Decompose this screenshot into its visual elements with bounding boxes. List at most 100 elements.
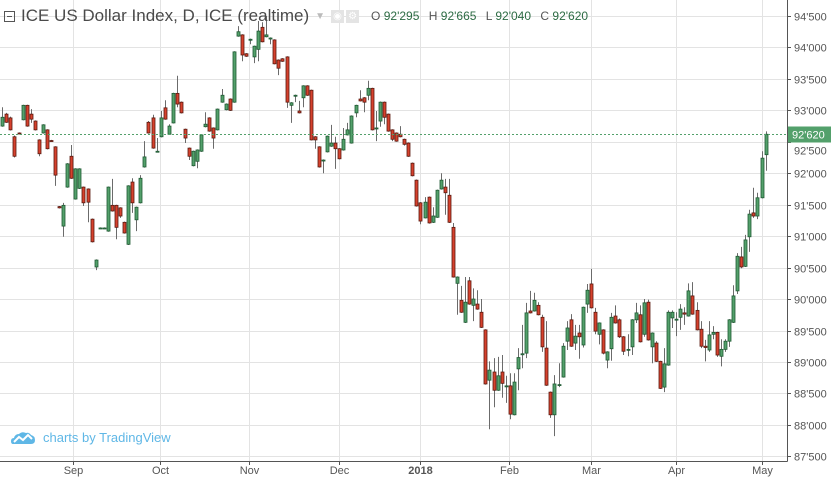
candle-down	[8, 116, 13, 131]
candle-down	[110, 178, 115, 212]
chevron-down-icon[interactable]: ▼	[315, 10, 326, 22]
candle-body	[362, 97, 367, 103]
candle-body	[743, 239, 748, 267]
candle-body	[682, 312, 687, 315]
candle-body	[739, 256, 744, 268]
candle-up	[203, 112, 208, 128]
price-axis[interactable]: 94'500 94'000 93'500 93'000 92'500 92'000 91'5…	[787, 12, 827, 464]
candle-up	[662, 348, 667, 393]
candle-body	[577, 332, 582, 338]
candle-body	[370, 87, 375, 131]
candle-up	[516, 348, 521, 391]
candle-up	[565, 321, 570, 350]
ohlc-values: O 92'295 H 92'665 L 92'040 C 92'620	[371, 9, 594, 23]
time-axis[interactable]: Sep Oct Nov Dec 2018 Feb Mar Apr May	[64, 461, 774, 477]
close-label: C	[540, 9, 550, 23]
candle-up	[678, 304, 683, 330]
candle-up	[561, 343, 566, 378]
candle-body	[94, 259, 99, 268]
candle-body	[670, 311, 675, 319]
candle-down	[12, 135, 17, 158]
candle-body	[439, 179, 444, 190]
candle-body	[211, 127, 216, 139]
candle-down	[699, 321, 704, 349]
candle-body	[122, 221, 127, 234]
candle-body	[500, 371, 505, 384]
candle-up	[487, 361, 492, 430]
candle-down	[427, 196, 432, 224]
candle-body	[45, 129, 50, 150]
candle-down	[260, 22, 265, 43]
candle-body	[520, 353, 525, 356]
low-label: L	[485, 9, 493, 23]
candle-up	[435, 189, 440, 218]
candle-body	[589, 283, 594, 309]
chart-legend: ICE US Dollar Index, D, ICE (realtime) ▼…	[4, 6, 594, 26]
candle-body	[159, 117, 164, 138]
candle-up	[711, 326, 716, 340]
candle-body	[760, 157, 765, 199]
candle-down	[362, 97, 367, 113]
candle-body	[427, 196, 432, 224]
candle-down	[751, 187, 756, 218]
candle-down	[394, 132, 399, 142]
candle-body	[280, 58, 285, 62]
candle-up	[232, 51, 237, 103]
visibility-icon[interactable]: ◉	[331, 9, 345, 23]
candle-body	[573, 335, 578, 344]
candle-down	[309, 89, 314, 141]
candle-body	[175, 92, 180, 105]
candle-body	[678, 308, 683, 318]
candle-up	[609, 312, 614, 361]
candle-up	[764, 131, 769, 171]
candle-down	[621, 336, 626, 356]
candle-body	[289, 102, 294, 106]
candle-up	[743, 234, 748, 267]
symbol-title[interactable]: ICE US Dollar Index, D, ICE (realtime)	[21, 6, 310, 25]
gear-icon[interactable]: ⚙	[346, 9, 360, 23]
candle-body	[244, 53, 249, 57]
candle-down	[451, 222, 456, 278]
candle-up	[642, 299, 647, 337]
candle-up	[374, 110, 379, 142]
candle-down	[183, 128, 188, 144]
candle-down	[358, 90, 363, 102]
candle-body	[285, 56, 290, 103]
close-value: 92'620	[552, 9, 589, 23]
candle-up	[61, 202, 66, 237]
high-label: H	[428, 9, 438, 23]
candle-body	[106, 186, 111, 232]
candle-body	[414, 179, 419, 207]
candle-body	[49, 140, 54, 142]
y-tick-label: 87'500	[794, 452, 827, 464]
candle-body	[593, 311, 598, 332]
collapse-icon[interactable]	[4, 10, 15, 22]
candle-body	[634, 312, 639, 321]
candle-body	[504, 385, 509, 388]
x-tick-label: Nov	[240, 465, 260, 477]
candle-down	[540, 314, 545, 352]
candle-body	[686, 290, 691, 317]
candle-down	[118, 207, 123, 218]
candle-up	[674, 312, 679, 337]
candle-down	[69, 144, 74, 179]
candle-down	[418, 202, 423, 225]
candle-body	[601, 329, 606, 354]
candle-body	[354, 104, 359, 114]
y-tick-label: 93'500	[794, 75, 827, 87]
candle-body	[609, 316, 614, 350]
candle-down	[151, 114, 156, 149]
candle-down	[690, 282, 695, 315]
candle-down	[175, 75, 180, 108]
candle-up	[248, 38, 253, 45]
x-tick-label: Mar	[582, 465, 601, 477]
candles	[0, 16, 769, 437]
candle-down	[390, 129, 395, 142]
candle-body	[126, 185, 131, 245]
candle-body	[443, 186, 448, 194]
candle-body	[366, 87, 371, 96]
candle-down	[57, 205, 62, 209]
candle-body	[333, 142, 338, 150]
tradingview-logo-link[interactable]: charts by TradingView	[11, 430, 171, 445]
